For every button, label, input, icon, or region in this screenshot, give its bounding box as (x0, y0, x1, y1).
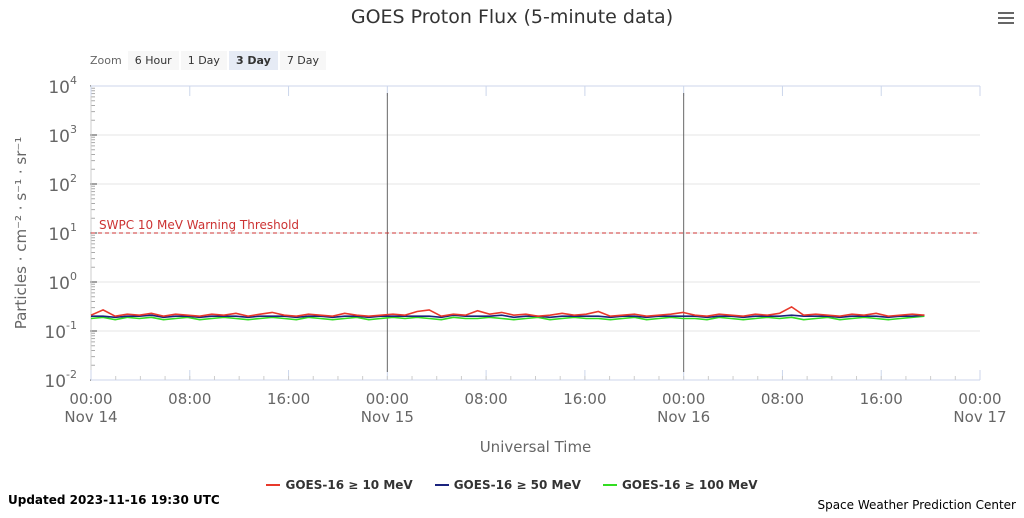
x-tick-label: 16:00 (563, 390, 606, 408)
zoom-3-day-button[interactable]: 3 Day (228, 51, 278, 70)
y-tick-exponent: -2 (66, 368, 77, 381)
zoom-label: Zoom (90, 54, 122, 67)
legend-item-100mev[interactable]: GOES-16 ≥ 100 MeV (602, 478, 758, 492)
x-tick-label: 16:00 (860, 390, 903, 408)
y-tick-label: 104 (48, 74, 77, 98)
y-tick-label: 10-1 (44, 319, 77, 343)
y-tick-exponent: 0 (70, 270, 77, 283)
series-line-1 (91, 314, 925, 319)
zoom-7-day-button[interactable]: 7 Day (279, 51, 327, 70)
threshold-label: SWPC 10 MeV Warning Threshold (99, 218, 299, 232)
x-tick-date: Nov 17 (953, 408, 1006, 426)
legend-label: GOES-16 ≥ 10 MeV (285, 478, 413, 492)
series-line-0 (90, 305, 925, 318)
legend-swatch (266, 484, 281, 486)
x-tick-date: Nov 16 (657, 408, 710, 426)
zoom-selector: Zoom 6 Hour 1 Day 3 Day 7 Day (90, 51, 328, 70)
x-tick-label: 00:00 (662, 390, 705, 408)
x-tick-label: 16:00 (267, 390, 310, 408)
x-tick-label: 00:00 (958, 390, 1001, 408)
y-tick-exponent: 1 (70, 221, 77, 234)
legend-label: GOES-16 ≥ 100 MeV (621, 478, 758, 492)
chart-title: GOES Proton Flux (5-minute data) (350, 6, 674, 28)
menu-icon[interactable] (998, 12, 1014, 26)
y-tick-label: 10-2 (44, 368, 77, 392)
legend-item-50mev[interactable]: GOES-16 ≥ 50 MeV (434, 478, 581, 492)
legend-swatch (434, 484, 449, 486)
updated-timestamp: Updated 2023-11-16 19:30 UTC (8, 493, 220, 507)
y-tick-label: 103 (48, 123, 77, 147)
series-line-2 (90, 315, 925, 321)
y-tick-label: 100 (48, 270, 77, 294)
legend-label: GOES-16 ≥ 50 MeV (453, 478, 581, 492)
legend-item-10mev[interactable]: GOES-16 ≥ 10 MeV (266, 478, 413, 492)
y-tick-exponent: 2 (70, 172, 77, 185)
legend: GOES-16 ≥ 10 MeV GOES-16 ≥ 50 MeV GOES-1… (0, 478, 1024, 492)
x-axis-title: Universal Time (480, 438, 592, 456)
y-tick-exponent: 4 (70, 74, 77, 87)
x-tick-label: 00:00 (366, 390, 409, 408)
y-axis-title: Particles · cm⁻² · s⁻¹ · sr⁻¹ (12, 137, 30, 330)
y-tick-label: 101 (48, 221, 77, 245)
y-tick-exponent: 3 (70, 123, 77, 136)
zoom-6-hour-button[interactable]: 6 Hour (127, 51, 179, 70)
y-tick-exponent: -1 (66, 319, 77, 332)
zoom-1-day-button[interactable]: 1 Day (180, 51, 227, 70)
x-tick-date: Nov 15 (361, 408, 414, 426)
credit-text: Space Weather Prediction Center (817, 498, 1016, 512)
y-tick-label: 102 (48, 172, 77, 196)
legend-swatch (602, 484, 617, 486)
x-tick-label: 08:00 (464, 390, 507, 408)
x-tick-label: 08:00 (761, 390, 804, 408)
x-tick-label: 00:00 (69, 390, 112, 408)
x-tick-label: 08:00 (168, 390, 211, 408)
x-tick-date: Nov 14 (64, 408, 117, 426)
